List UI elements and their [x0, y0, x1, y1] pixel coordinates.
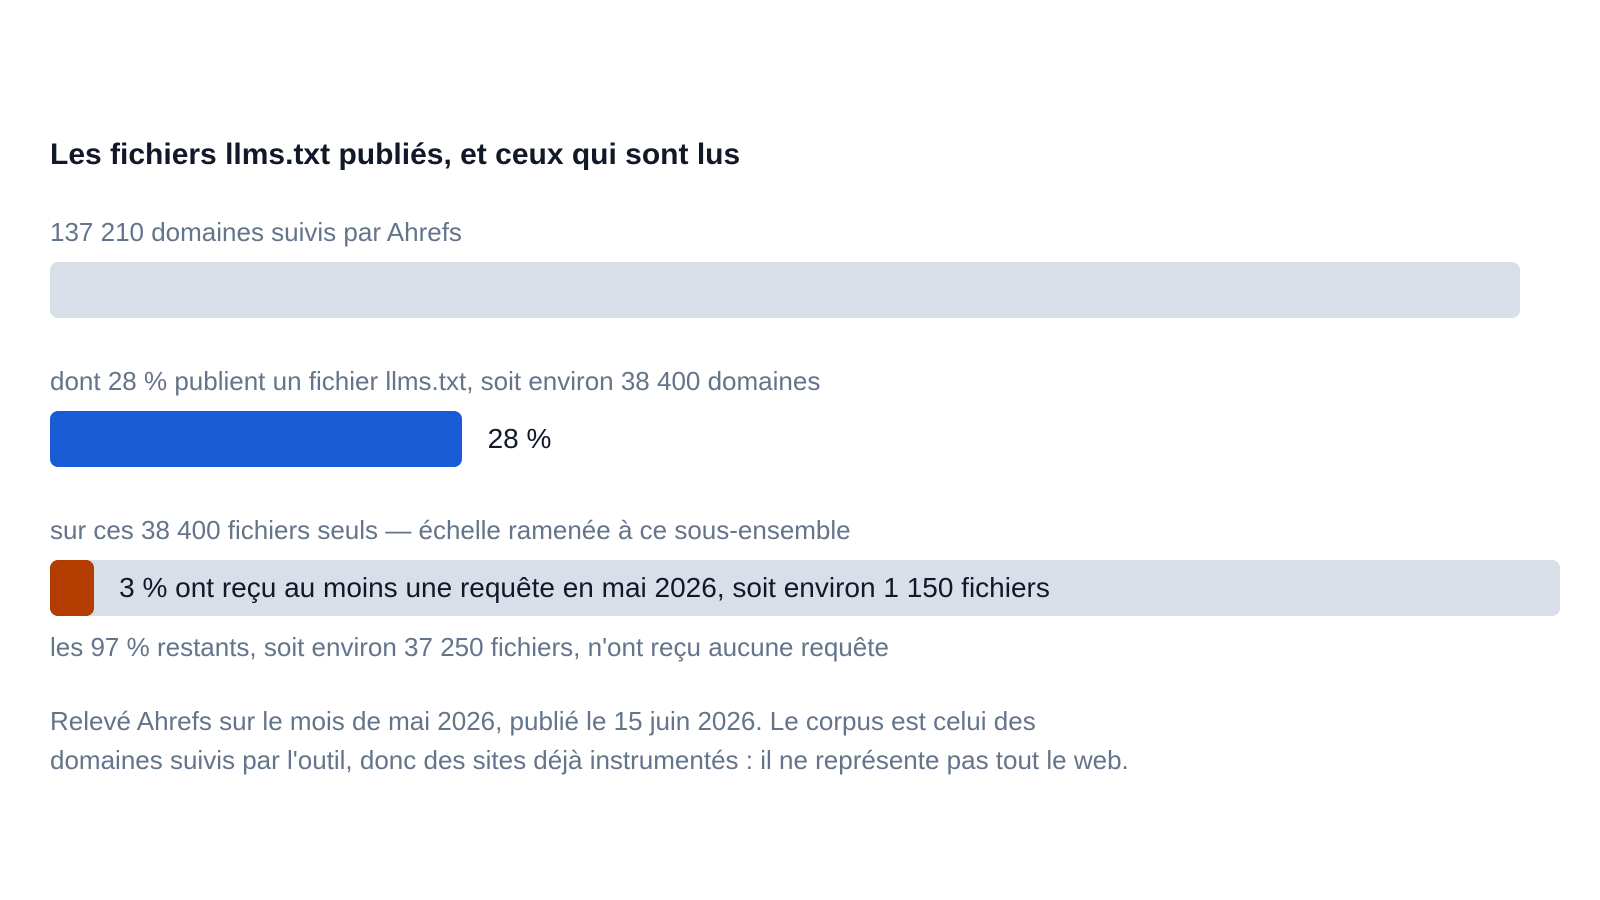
source-note: Relevé Ahrefs sur le mois de mai 2026, p… [50, 702, 1210, 780]
chart-title: Les fichiers llms.txt publiés, et ceux q… [50, 138, 741, 171]
bar-caption-published: dont 28 % publient un fichier llms.txt, … [50, 366, 821, 396]
bar-published [50, 411, 462, 467]
source-note-line-1: Relevé Ahrefs sur le mois de mai 2026, p… [50, 706, 1036, 736]
bar-caption-requested: sur ces 38 400 fichiers seuls — échelle … [50, 515, 851, 545]
bar-track-published: 28 % [50, 411, 1560, 467]
bar-track-total [50, 262, 1560, 318]
bar-requested-value-label: 3 % ont reçu au moins une requête en mai… [119, 572, 1050, 603]
bar-total [50, 262, 1520, 318]
source-note-line-2: domaines suivis par l'outil, donc des si… [50, 745, 1129, 775]
bar-track-requested: 3 % ont reçu au moins une requête en mai… [50, 560, 1560, 616]
bar-requested [50, 560, 95, 616]
bar-caption-total: 137 210 domaines suivis par Ahrefs [50, 217, 462, 247]
bar-published-value-label: 28 % [487, 423, 552, 454]
bar-footnote-remaining: les 97 % restants, soit environ 37 250 f… [50, 632, 889, 662]
chart-container: Les fichiers llms.txt publiés, et ceux q… [50, 135, 1560, 780]
